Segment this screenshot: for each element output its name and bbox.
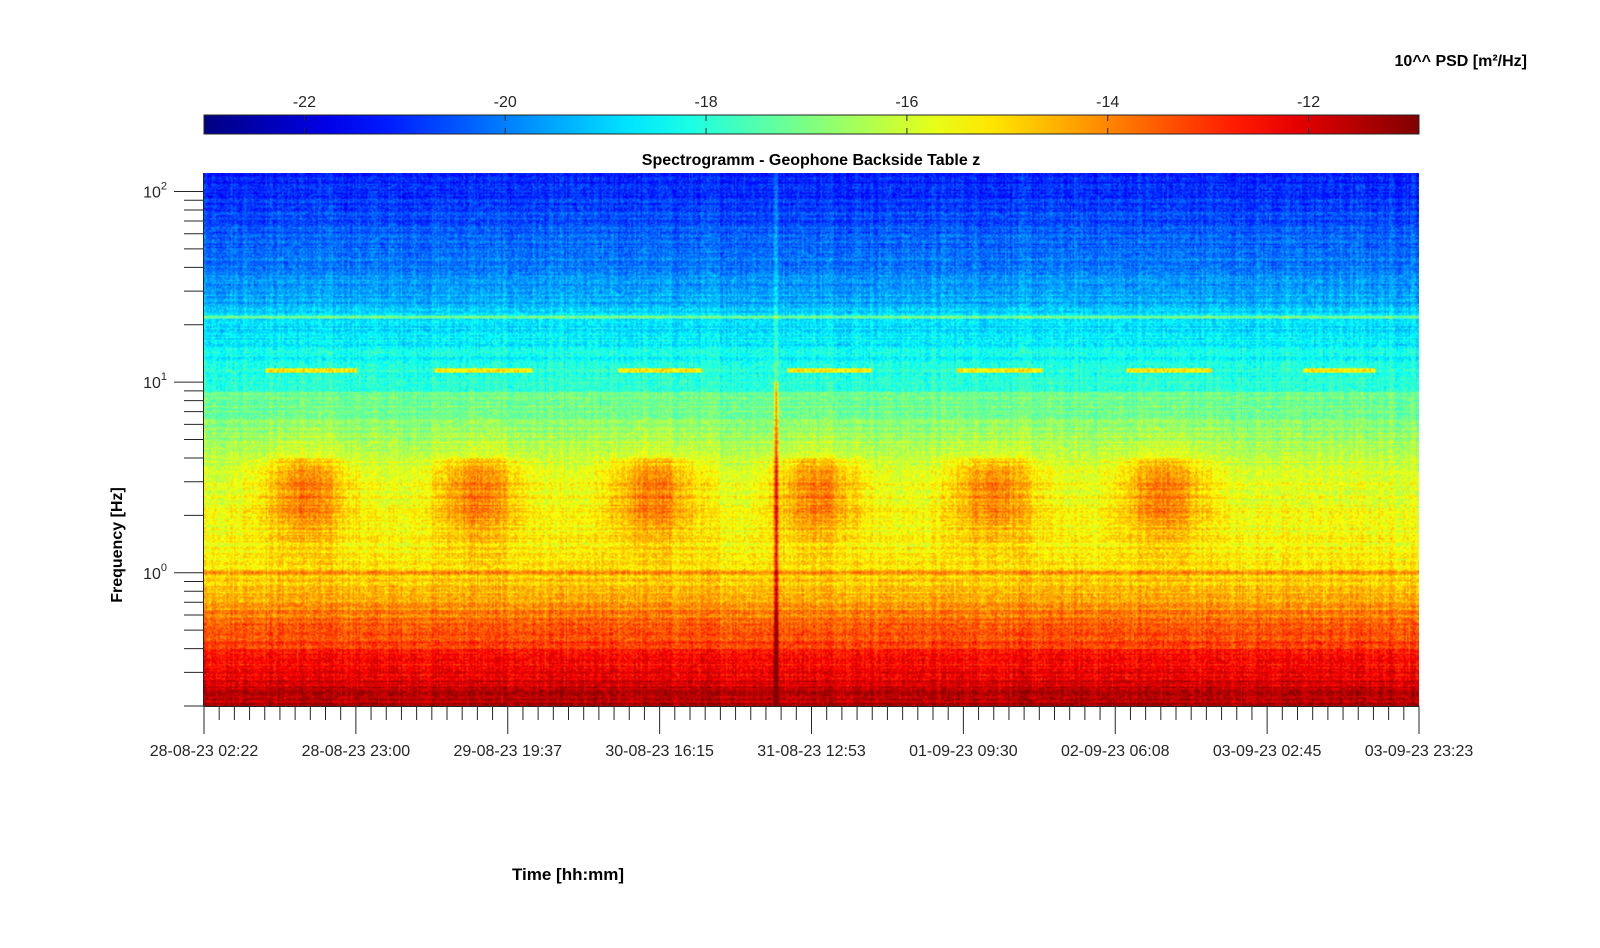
colorbar-ticks: -22 -20 -18 -16 -14 -12 bbox=[293, 94, 1320, 134]
x-tick-label: 03-09-23 02:45 bbox=[1213, 743, 1322, 760]
colorbar-tick-label: -14 bbox=[1096, 94, 1119, 111]
x-tick-label: 01-09-23 09:30 bbox=[909, 743, 1018, 760]
y-tick-label: 101 bbox=[143, 371, 167, 392]
colorbar-label: 10^^ PSD [m²/Hz] bbox=[1395, 53, 1527, 70]
colorbar-tick-label: -20 bbox=[494, 94, 517, 111]
plot-area bbox=[204, 173, 1419, 706]
x-tick-label: 28-08-23 02:22 bbox=[150, 743, 259, 760]
x-tick-label: 28-08-23 23:00 bbox=[302, 743, 411, 760]
x-tick-label: 02-09-23 06:08 bbox=[1061, 743, 1170, 760]
x-tick-label: 31-08-23 12:53 bbox=[757, 743, 866, 760]
colorbar-tick-label: -12 bbox=[1297, 94, 1320, 111]
x-axis-label: Time [hh:mm] bbox=[512, 865, 624, 884]
chart-title: Spectrogramm - Geophone Backside Table z bbox=[642, 152, 980, 169]
colorbar-tick-label: -16 bbox=[895, 94, 918, 111]
colorbar-tick-label: -22 bbox=[293, 94, 316, 111]
colorbar-tick-label: -18 bbox=[695, 94, 718, 111]
spectrogram-heatmap bbox=[204, 173, 1419, 706]
y-tick-label: 100 bbox=[143, 562, 167, 583]
colorbar: 10^^ PSD [m²/Hz] -22 -20 -18 -16 -14 -12 bbox=[203, 53, 1527, 135]
y-axis: 100 101 102 Frequency [Hz] bbox=[109, 173, 204, 707]
colorbar-gradient bbox=[203, 114, 1420, 135]
x-tick-label: 30-08-23 16:15 bbox=[605, 743, 714, 760]
x-tick-label: 03-09-23 23:23 bbox=[1365, 743, 1474, 760]
y-axis-label: Frequency [Hz] bbox=[109, 487, 126, 603]
x-tick-label: 29-08-23 19:37 bbox=[453, 743, 562, 760]
y-tick-label: 102 bbox=[143, 180, 167, 201]
x-axis: 28-08-23 02:22 28-08-23 23:00 29-08-23 19:… bbox=[150, 706, 1474, 884]
